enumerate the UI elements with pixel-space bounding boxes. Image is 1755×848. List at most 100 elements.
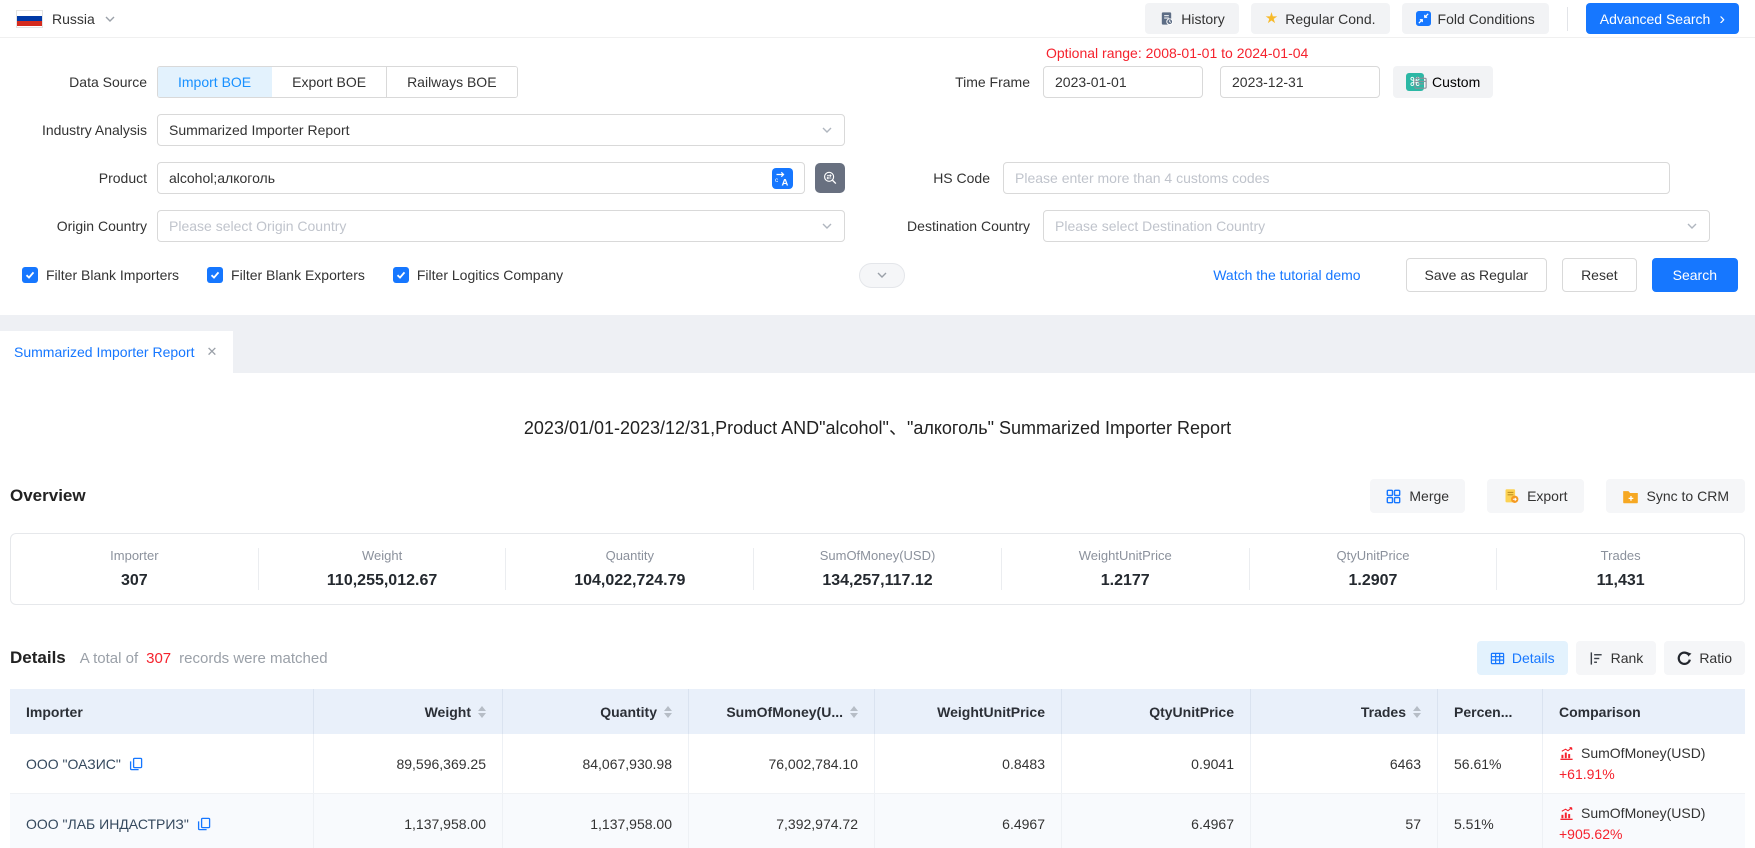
destination-country-label: Destination Country — [907, 218, 1030, 234]
date-to-input[interactable] — [1232, 74, 1413, 90]
tab-import-boe[interactable]: Import BOE — [158, 67, 273, 97]
tutorial-demo-link[interactable]: Watch the tutorial demo — [1213, 267, 1361, 283]
data-source-label: Data Source — [69, 74, 147, 90]
reset-button[interactable]: Reset — [1562, 258, 1637, 292]
col-label: Weight — [424, 703, 471, 720]
stat-value: 104,022,724.79 — [574, 572, 686, 589]
col-quantity[interactable]: Quantity — [503, 689, 689, 734]
trend-chart-icon — [1560, 746, 1573, 760]
translate-icon[interactable]: Ac — [772, 167, 793, 189]
checkbox-checked-icon — [22, 267, 38, 283]
importer-name[interactable]: ООО "ЛАБ ИНДАСТРИЗ" — [26, 815, 189, 832]
table-row: ООО "ЛАБ ИНДАСТРИЗ" 1,137,958.00 1,137,9… — [10, 794, 1745, 848]
regular-cond-button[interactable]: ★ Regular Cond. — [1250, 3, 1390, 34]
close-icon[interactable]: ✕ — [206, 344, 218, 359]
tab-summarized-importer-report[interactable]: Summarized Importer Report ✕ — [0, 331, 234, 373]
col-label: Trades — [1360, 703, 1406, 720]
stat-value: 1.2907 — [1348, 572, 1398, 589]
filter-blank-importers-checkbox[interactable]: Filter Blank Importers — [22, 267, 179, 283]
percent-cell: 5.51% — [1438, 794, 1543, 848]
collapse-form-button[interactable] — [859, 262, 906, 288]
stat-label: Trades — [1600, 548, 1641, 563]
search-button[interactable]: Search — [1651, 258, 1738, 292]
date-to-field[interactable] — [1220, 66, 1427, 98]
chevron-down-icon — [1687, 223, 1697, 229]
export-icon — [1505, 489, 1519, 503]
exact-match-button[interactable] — [815, 163, 845, 193]
sort-icon[interactable] — [850, 705, 858, 718]
merge-button[interactable]: Merge — [1370, 479, 1466, 513]
regular-cond-label: Regular Cond. — [1285, 10, 1376, 27]
view-details-button[interactable]: Details — [1476, 641, 1568, 675]
overview-actions: Merge Export Sync to CRM — [1370, 479, 1745, 513]
industry-analysis-select[interactable]: Summarized Importer Report — [157, 114, 845, 146]
fold-icon — [1415, 11, 1431, 26]
view-details-label: Details — [1511, 650, 1555, 666]
svg-text:c: c — [775, 177, 779, 184]
country-picker[interactable]: Russia — [16, 9, 116, 28]
sort-icon[interactable] — [478, 705, 486, 718]
chevron-down-icon — [822, 223, 832, 229]
destination-country-select[interactable]: Please select Destination Country — [1043, 210, 1710, 242]
sync-to-crm-button[interactable]: Sync to CRM — [1605, 479, 1745, 513]
filter-blank-exporters-checkbox[interactable]: Filter Blank Exporters — [207, 267, 365, 283]
view-rank-button[interactable]: Rank — [1575, 641, 1657, 675]
overview-heading: Overview — [10, 486, 86, 505]
date-from-field[interactable] — [1043, 66, 1250, 98]
col-weight[interactable]: Weight — [314, 689, 503, 734]
stat-trades: Trades 11,431 — [1496, 548, 1744, 590]
history-button[interactable]: History — [1145, 3, 1239, 34]
tab-export-boe[interactable]: Export BOE — [272, 67, 388, 97]
date-from-input[interactable] — [1055, 74, 1236, 90]
industry-analysis-value: Summarized Importer Report — [169, 122, 350, 138]
qty-unit-price-cell: 0.9041 — [1062, 734, 1251, 793]
export-button[interactable]: Export — [1487, 479, 1584, 513]
stat-value: 307 — [121, 572, 148, 589]
importer-name[interactable]: ООО "ОАЗИС" — [26, 755, 121, 772]
col-label: SumOfMoney(U... — [726, 703, 843, 720]
advanced-search-button[interactable]: Advanced Search › — [1585, 3, 1739, 34]
stat-importer: Importer 307 — [11, 548, 258, 590]
sync-folder-icon — [1622, 490, 1638, 503]
table-header-row: Importer Weight Quantity SumOfMoney(U...… — [10, 689, 1745, 734]
stat-value: 134,257,117.12 — [822, 572, 933, 589]
hs-code-field[interactable] — [1003, 162, 1670, 194]
russia-flag-icon — [16, 9, 43, 28]
sort-icon[interactable] — [1413, 705, 1421, 718]
save-as-regular-button[interactable]: Save as Regular — [1405, 258, 1548, 292]
history-label: History — [1181, 10, 1225, 27]
star-icon: ★ — [1264, 10, 1279, 27]
details-header: Details A total of 307 records were matc… — [10, 641, 1745, 675]
form-row-data-source: Data Source Import BOE Export BOE Railwa… — [0, 66, 1755, 98]
origin-country-placeholder: Please select Origin Country — [169, 218, 347, 234]
tab-railways-boe[interactable]: Railways BOE — [387, 67, 517, 97]
form-row-product: Product Ac HS Code — [0, 162, 1755, 194]
col-trades[interactable]: Trades — [1251, 689, 1438, 734]
stat-label: WeightUnitPrice — [1078, 548, 1172, 563]
col-sum-of-money[interactable]: SumOfMoney(U... — [689, 689, 875, 734]
weight-unit-price-cell: 0.8483 — [875, 734, 1062, 793]
optional-range-hint: Optional range: 2008-01-01 to 2024-01-04 — [1046, 45, 1309, 61]
product-input[interactable] — [169, 170, 772, 186]
checkbox-checked-icon — [392, 267, 409, 283]
copy-icon[interactable] — [197, 817, 211, 831]
country-label: Russia — [52, 10, 95, 27]
copy-icon[interactable] — [129, 757, 143, 771]
origin-country-select[interactable]: Please select Origin Country — [157, 210, 845, 242]
details-prefix: A total of — [79, 649, 139, 667]
filter-blank-exporters-label: Filter Blank Exporters — [231, 267, 365, 283]
product-field[interactable]: Ac — [157, 162, 805, 194]
sync-to-crm-label: Sync to CRM — [1646, 488, 1729, 504]
view-switch: Details Rank Ratio — [1476, 641, 1745, 675]
history-icon — [1162, 12, 1174, 26]
filter-logitics-company-checkbox[interactable]: Filter Logitics Company — [392, 267, 563, 283]
hs-code-input[interactable] — [1015, 170, 1658, 186]
report-content: 2023/01/01-2023/12/31,Product AND"alcoho… — [0, 417, 1755, 848]
stat-label: QtyUnitPrice — [1336, 548, 1410, 563]
sort-icon[interactable] — [664, 705, 672, 718]
view-ratio-button[interactable]: Ratio — [1664, 641, 1745, 675]
report-title: 2023/01/01-2023/12/31,Product AND"alcoho… — [523, 418, 1232, 438]
sum-of-money-cell: 7,392,974.72 — [689, 794, 875, 848]
comparison-change: +905.62% — [1559, 826, 1623, 842]
fold-conditions-button[interactable]: Fold Conditions — [1401, 3, 1549, 34]
